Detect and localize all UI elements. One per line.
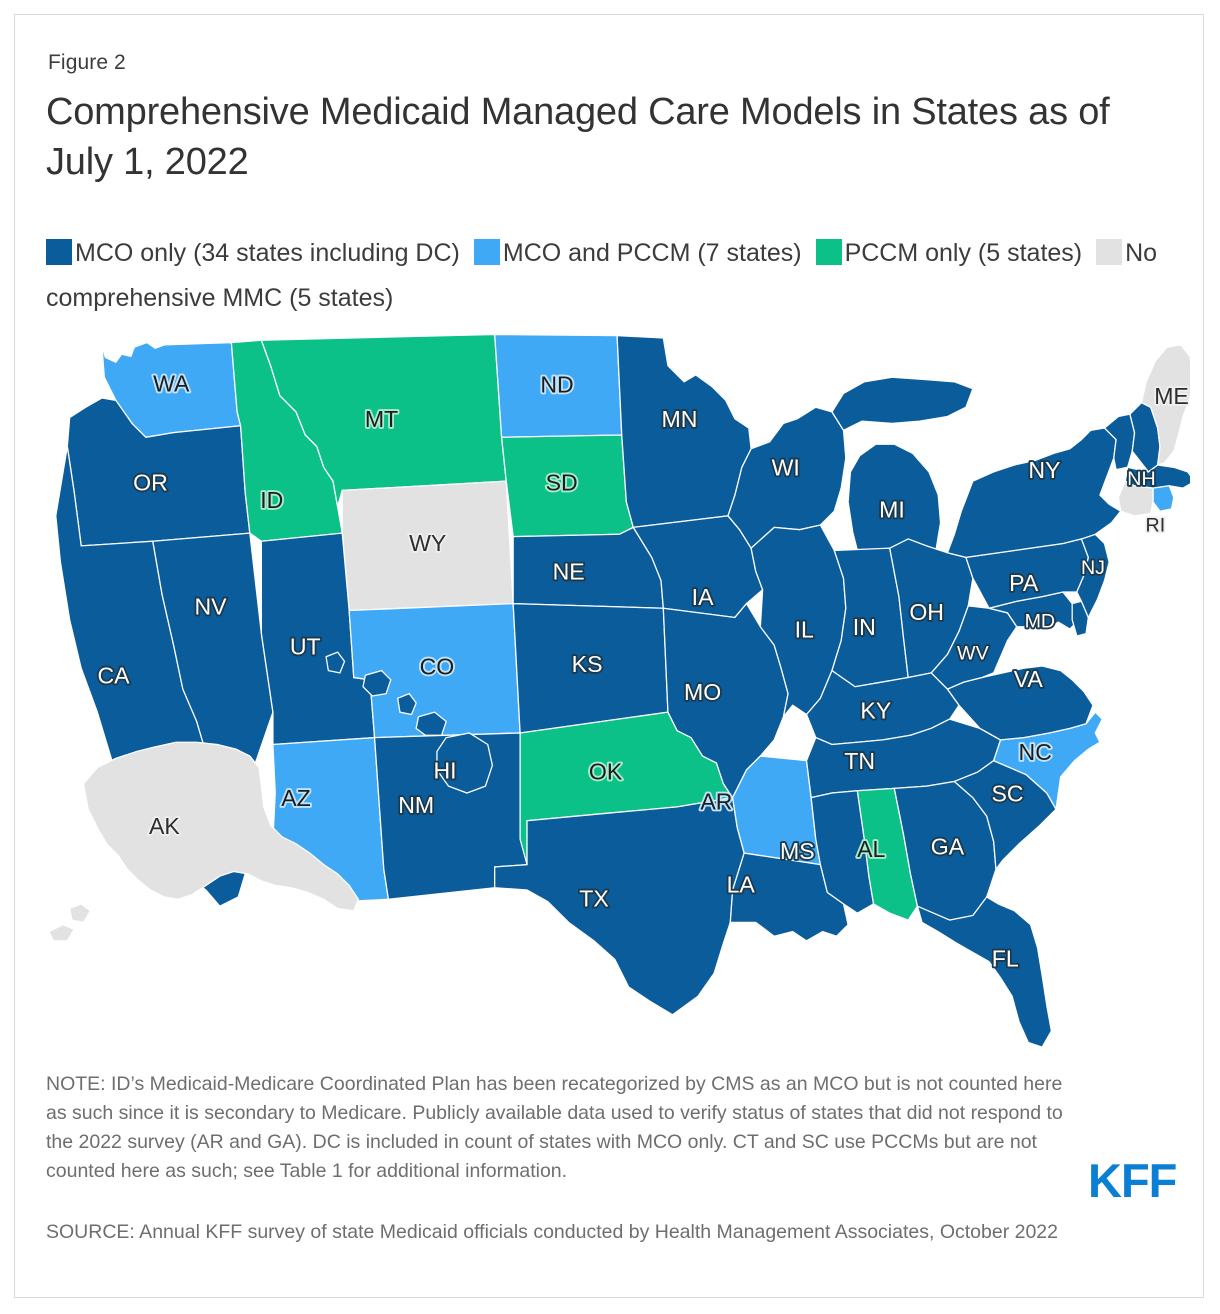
- state-label-NJ: NJ: [1081, 557, 1105, 579]
- state-VA[interactable]: [946, 665, 1094, 741]
- figure-label: Figure 2: [48, 51, 126, 74]
- state-label-OK: OK: [589, 758, 623, 784]
- state-label-WY: WY: [409, 530, 446, 556]
- state-label-LA: LA: [727, 872, 756, 898]
- legend-swatch-mco-only: [46, 239, 72, 265]
- state-label-SC: SC: [991, 780, 1023, 806]
- state-label-KY: KY: [860, 697, 891, 723]
- state-label-SD: SD: [546, 470, 578, 496]
- state-WV[interactable]: [930, 605, 1018, 690]
- state-label-FL: FL: [992, 946, 1019, 972]
- legend-item-mco-and-pccm[interactable]: MCO and PCCM (7 states): [473, 239, 802, 267]
- state-CT[interactable]: [1117, 480, 1154, 517]
- source-text: SOURCE: Annual KFF survey of state Medic…: [46, 1221, 1058, 1243]
- legend-label-no-mmc: No comprehensive MMC (5 states): [46, 239, 1158, 312]
- state-label-MD: MD: [1025, 610, 1056, 632]
- legend-item-pccm-only[interactable]: PCCM only (5 states): [815, 239, 1083, 267]
- state-label-ID: ID: [260, 487, 283, 513]
- note-text: NOTE: ID’s Medicaid-Medicare Coordinated…: [46, 1073, 1063, 1182]
- figure-card: Figure 2 Comprehensive Medicaid Managed …: [14, 14, 1204, 1298]
- state-label-NV: NV: [195, 593, 228, 619]
- state-label-CO: CO: [420, 653, 455, 679]
- state-label-AR: AR: [700, 789, 732, 815]
- state-label-KS: KS: [572, 651, 603, 677]
- legend-swatch-mco-and-pccm: [473, 239, 500, 265]
- state-label-HI: HI: [433, 757, 456, 783]
- state-label-ND: ND: [540, 372, 573, 398]
- map-svg: WA MT ND MN ME OR ID SD WI MI NY NH RI W…: [48, 333, 1190, 1048]
- state-shapes: [48, 333, 1190, 1048]
- legend-item-no-mmc[interactable]: No comprehensive MMC (5 states): [46, 239, 1157, 312]
- state-labels: WA MT ND MN ME OR ID SD WI MI NY NH RI W…: [96, 369, 1190, 974]
- state-label-NH: NH: [1127, 468, 1155, 490]
- state-label-TX: TX: [579, 886, 609, 912]
- state-VT[interactable]: [1103, 413, 1136, 471]
- state-label-GA: GA: [931, 834, 965, 860]
- state-ME[interactable]: [1140, 344, 1190, 466]
- state-label-MO: MO: [684, 679, 721, 705]
- legend-label-mco-and-pccm: MCO and PCCM (7 states): [502, 239, 802, 267]
- state-MN[interactable]: [616, 334, 752, 529]
- state-TX[interactable]: [494, 796, 745, 1016]
- legend-label-mco-only: MCO only (34 states including DC): [75, 239, 460, 267]
- state-NY[interactable]: [946, 427, 1122, 559]
- state-label-NY: NY: [1028, 457, 1060, 483]
- state-label-NC: NC: [1019, 739, 1052, 765]
- state-label-NE: NE: [553, 559, 585, 585]
- state-NJ[interactable]: [1076, 533, 1110, 619]
- state-label-UT: UT: [290, 634, 321, 660]
- state-label-NM: NM: [398, 792, 434, 818]
- state-label-WV: WV: [957, 643, 989, 665]
- state-label-TN: TN: [844, 748, 875, 774]
- state-label-PA: PA: [1009, 570, 1039, 596]
- state-label-MT: MT: [365, 406, 398, 432]
- state-FL[interactable]: [916, 896, 1053, 1048]
- us-choropleth-map[interactable]: WA MT ND MN ME OR ID SD WI MI NY NH RI W…: [35, 331, 1190, 1061]
- state-HI[interactable]: [325, 651, 494, 794]
- state-RI[interactable]: [1152, 485, 1175, 512]
- state-label-IL: IL: [795, 616, 814, 642]
- state-AK[interactable]: [48, 741, 360, 942]
- legend-swatch-pccm-only: [815, 239, 842, 265]
- state-label-VA: VA: [1014, 666, 1044, 692]
- state-label-WA: WA: [153, 370, 190, 396]
- kff-logo: KFF: [1088, 1154, 1177, 1207]
- state-label-ME: ME: [1154, 383, 1189, 409]
- state-label-MN: MN: [662, 406, 698, 432]
- state-label-AL: AL: [857, 836, 885, 862]
- state-label-CA: CA: [98, 663, 131, 689]
- state-label-OR: OR: [133, 470, 168, 496]
- state-label-IN: IN: [853, 614, 876, 640]
- state-label-RI: RI: [1146, 514, 1166, 536]
- legend-item-mco-only[interactable]: MCO only (34 states including DC): [46, 239, 460, 267]
- state-WI[interactable]: [727, 406, 847, 550]
- state-label-OH: OH: [909, 599, 944, 625]
- state-label-MS: MS: [780, 838, 815, 864]
- page-title: Comprehensive Medicaid Managed Care Mode…: [46, 91, 1110, 183]
- state-label-WI: WI: [772, 455, 800, 481]
- legend-swatch-no-mmc: [1096, 239, 1123, 265]
- state-label-AZ: AZ: [281, 785, 311, 811]
- legend-label-pccm-only: PCCM only (5 states): [844, 239, 1083, 267]
- state-label-IA: IA: [692, 584, 714, 610]
- state-label-MI: MI: [879, 496, 905, 522]
- state-label-AK: AK: [149, 813, 180, 839]
- legend: MCO only (34 states including DC) MCO an…: [46, 231, 1166, 321]
